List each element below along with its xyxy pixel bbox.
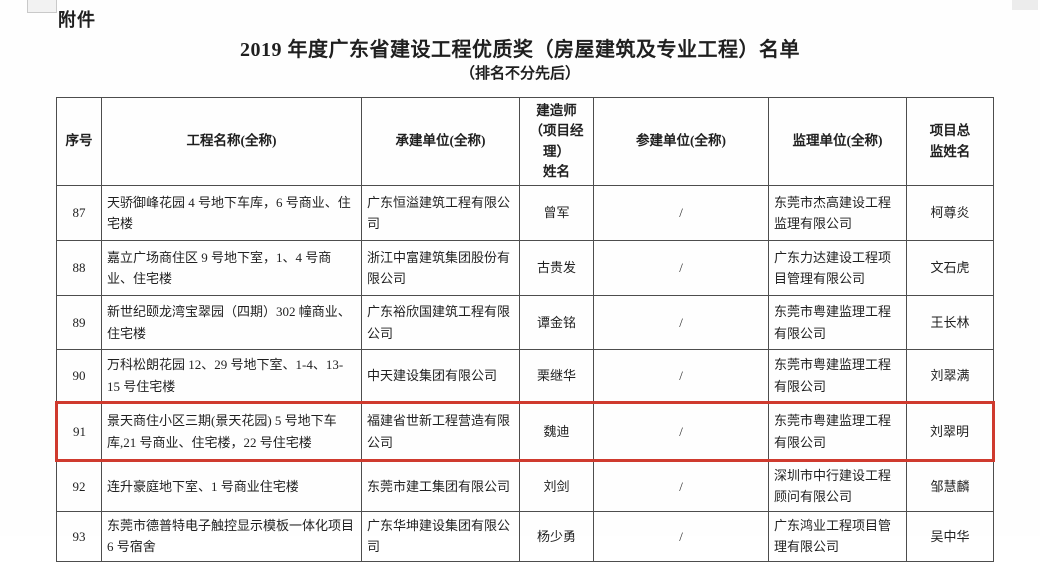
cell-participant: /: [593, 240, 769, 296]
cell-project-name: 东莞市德普特电子触控显示模板一体化项目 6 号宿舍: [101, 510, 362, 562]
table-header-row: 序号 工程名称(全称) 承建单位(全称) 建造师 （项目经理） 姓名 参建单位(全称) 监…: [56, 97, 994, 186]
cell-director-name: 柯尊炎: [906, 185, 994, 241]
cell-participant: /: [593, 349, 769, 403]
cell-project-name: 万科松朗花园 12、29 号地下室、1-4、13-15 号住宅楼: [101, 349, 362, 403]
header-contractor: 承建单位(全称): [361, 97, 520, 186]
cell-builder-name: 谭金铭: [519, 295, 594, 350]
cell-project-name: 嘉立广场商住区 9 号地下室，1、4 号商业、住宅楼: [101, 240, 362, 296]
attachment-label: 附件: [58, 10, 96, 30]
cell-director-name: 文石虎: [906, 240, 994, 296]
table-row: 90 万科松朗花园 12、29 号地下室、1-4、13-15 号住宅楼 中天建设集团…: [56, 349, 994, 403]
cell-serial: 92: [56, 460, 102, 512]
page-subtitle: （排名不分先后）: [459, 66, 580, 82]
cell-serial: 88: [56, 240, 102, 296]
cell-director-name: 王长林: [906, 295, 994, 350]
table-row: 89 新世纪颐龙湾宝翠园（四期）302 幢商业、住宅楼 广东裕欣国建筑工程有限公司谭…: [56, 295, 994, 350]
table-row: 88 嘉立广场商住区 9 号地下室，1、4 号商业、住宅楼 浙江中富建筑集团股份有限…: [56, 240, 994, 296]
cell-serial: 89: [56, 295, 102, 350]
table-row: 92 连升豪庭地下室、1 号商业住宅楼 东莞市建工集团有限公司 刘剑 / 深圳市中行建设工…: [56, 460, 994, 512]
cell-contractor: 福建省世新工程营造有限公司: [361, 401, 520, 462]
cell-builder-name: 曾军: [519, 185, 594, 241]
cell-contractor: 广东华坤建设集团有限公司: [361, 510, 520, 562]
cell-participant: /: [593, 295, 769, 350]
cell-supervisor: 广东鸿业工程项目管理有限公司: [768, 510, 907, 562]
cell-serial: 90: [56, 349, 102, 403]
cell-builder-name: 栗继华: [519, 349, 594, 403]
cell-project-name: 连升豪庭地下室、1 号商业住宅楼: [101, 460, 362, 512]
header-builder-name: 建造师 （项目经理） 姓名: [519, 97, 594, 186]
cell-participant: /: [593, 401, 769, 462]
cell-participant: /: [593, 510, 769, 562]
page-title: 2019 年度广东省建设工程优质奖（房屋建筑及专业工程）名单: [240, 39, 800, 61]
cell-project-name: 天骄御峰花园 4 号地下车库，6 号商业、住宅楼: [101, 185, 362, 241]
cell-serial: 87: [56, 185, 102, 241]
cell-project-name: 新世纪颐龙湾宝翠园（四期）302 幢商业、住宅楼: [101, 295, 362, 350]
cell-serial: 91: [55, 401, 102, 462]
cell-builder-name: 刘剑: [519, 460, 594, 512]
cell-supervisor: 东莞市粤建监理工程有限公司: [768, 401, 907, 462]
cell-supervisor: 广东力达建设工程项目管理有限公司: [768, 240, 907, 296]
cell-supervisor: 深圳市中行建设工程顾问有限公司: [768, 460, 907, 512]
cell-contractor: 广东恒溢建筑工程有限公司: [361, 185, 520, 241]
scan-artifact: [27, 0, 57, 13]
cell-project-name: 景天商住小区三期(景天花园) 5 号地下车库,21 号商业、住宅楼，22 号住宅…: [101, 401, 362, 462]
table-row: 93 东莞市德普特电子触控显示模板一体化项目 6 号宿舍 广东华坤建设集团有限公司杨…: [56, 510, 994, 562]
cell-builder-name: 魏迪: [519, 401, 594, 462]
scan-artifact: [1012, 0, 1038, 10]
document-page: 附件 2019 年度广东省建设工程优质奖（房屋建筑及专业工程）名单 （排名不分先…: [27, 0, 1038, 562]
table-row-highlighted: 91 景天商住小区三期(景天花园) 5 号地下车库,21 号商业、住宅楼，22 号…: [55, 401, 995, 462]
cell-participant: /: [593, 185, 769, 241]
header-participant: 参建单位(全称): [593, 97, 769, 186]
cell-supervisor: 东莞市粤建监理工程有限公司: [768, 295, 907, 350]
cell-director-name: 刘翠明: [906, 401, 995, 462]
cell-director-name: 刘翠满: [906, 349, 994, 403]
cell-contractor: 东莞市建工集团有限公司: [361, 460, 520, 512]
header-supervisor: 监理单位(全称): [768, 97, 907, 186]
cell-builder-name: 杨少勇: [519, 510, 594, 562]
cell-contractor: 广东裕欣国建筑工程有限公司: [361, 295, 520, 350]
awards-table: 序号 工程名称(全称) 承建单位(全称) 建造师 （项目经理） 姓名 参建单位(全称) 监…: [55, 97, 995, 562]
cell-builder-name: 古贵发: [519, 240, 594, 296]
cell-contractor: 浙江中富建筑集团股份有限公司: [361, 240, 520, 296]
header-serial: 序号: [56, 97, 102, 186]
cell-contractor: 中天建设集团有限公司: [361, 349, 520, 403]
cell-director-name: 邹慧麟: [906, 460, 994, 512]
cell-supervisor: 东莞市杰高建设工程监理有限公司: [768, 185, 907, 241]
cell-serial: 93: [56, 510, 102, 562]
table-row: 87 天骄御峰花园 4 号地下车库，6 号商业、住宅楼 广东恒溢建筑工程有限公司 曾军…: [56, 185, 994, 241]
cell-director-name: 吴中华: [906, 510, 994, 562]
header-project-name: 工程名称(全称): [101, 97, 362, 186]
header-director-name: 项目总 监姓名: [906, 97, 994, 186]
cell-participant: /: [593, 460, 769, 512]
cell-supervisor: 东莞市粤建监理工程有限公司: [768, 349, 907, 403]
